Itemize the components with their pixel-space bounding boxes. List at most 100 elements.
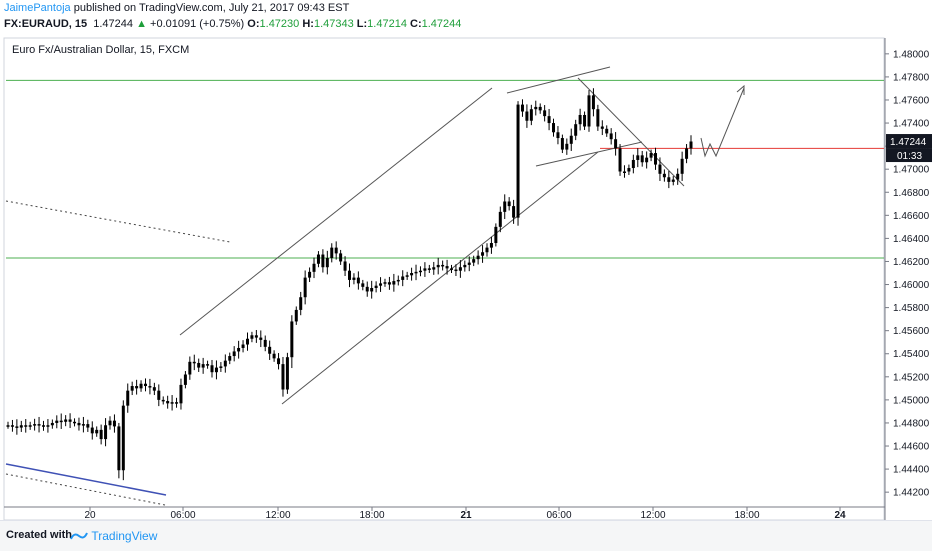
candle bbox=[538, 103, 542, 114]
candle bbox=[450, 264, 454, 273]
candle bbox=[436, 257, 440, 275]
candles-layer bbox=[6, 88, 693, 481]
candle bbox=[28, 421, 32, 430]
tradingview-brand[interactable]: TradingView bbox=[70, 528, 157, 543]
candle bbox=[458, 260, 462, 278]
candle bbox=[560, 134, 564, 154]
candle bbox=[507, 197, 511, 211]
price-tick-label: 1.44800 bbox=[893, 418, 930, 429]
open-value: 1.47230 bbox=[259, 18, 300, 30]
channel-lower-line[interactable] bbox=[281, 151, 599, 405]
candle bbox=[676, 168, 680, 185]
author-link[interactable]: JaimePantoja bbox=[4, 2, 71, 14]
candle bbox=[467, 256, 471, 272]
candle bbox=[325, 250, 329, 275]
candle bbox=[547, 108, 551, 131]
candle bbox=[339, 249, 343, 265]
candle bbox=[587, 90, 591, 132]
candle bbox=[334, 241, 338, 260]
chart-canvas[interactable]: Euro Fx/Australian Dollar, 15, FXCM 1.48… bbox=[0, 0, 932, 520]
downtrend-line[interactable] bbox=[577, 77, 685, 187]
candle bbox=[348, 263, 351, 288]
candle bbox=[605, 125, 609, 137]
price-tick-label: 1.47400 bbox=[893, 119, 930, 130]
price-tick-label: 1.46000 bbox=[893, 280, 930, 291]
candle bbox=[622, 165, 626, 178]
drawing-layer bbox=[5, 66, 884, 506]
candle bbox=[494, 223, 498, 247]
publish-text: published on TradingView.com, July 21, 2… bbox=[70, 2, 350, 14]
current-price-badge bbox=[886, 134, 932, 149]
candle bbox=[649, 149, 653, 162]
candle bbox=[454, 264, 458, 276]
candle bbox=[631, 154, 635, 174]
high-value: 1.47343 bbox=[313, 18, 354, 30]
candle bbox=[206, 360, 210, 369]
candle bbox=[188, 356, 192, 380]
candle bbox=[498, 206, 502, 233]
channel-upper-line[interactable] bbox=[179, 87, 493, 336]
time-tick-label: 12:00 bbox=[265, 510, 290, 520]
candle bbox=[108, 416, 112, 430]
projection-path[interactable] bbox=[700, 87, 745, 158]
wedge-upper-line[interactable] bbox=[506, 66, 611, 94]
price-tick-label: 1.47600 bbox=[893, 95, 930, 106]
price-tick-label: 1.44400 bbox=[893, 465, 930, 476]
time-tick-label: 21 bbox=[460, 510, 472, 520]
candle bbox=[161, 396, 165, 405]
candle bbox=[569, 128, 573, 151]
dotted-support-line[interactable] bbox=[5, 473, 166, 506]
candle bbox=[308, 267, 312, 282]
candle bbox=[259, 330, 263, 348]
price-tick-label: 1.45000 bbox=[893, 395, 930, 406]
candle bbox=[640, 150, 644, 167]
candle bbox=[77, 417, 81, 431]
candle bbox=[356, 271, 360, 290]
candle bbox=[290, 315, 294, 369]
candle bbox=[516, 101, 520, 226]
candle bbox=[219, 362, 223, 372]
projection-arrowhead-icon bbox=[736, 84, 745, 95]
candle bbox=[152, 382, 156, 396]
candle bbox=[55, 415, 59, 429]
candle bbox=[352, 273, 356, 285]
candle bbox=[228, 352, 232, 365]
candle bbox=[627, 164, 631, 175]
price-tick-label: 1.46800 bbox=[893, 188, 930, 199]
candle bbox=[662, 169, 666, 182]
countdown-label: 01:33 bbox=[897, 151, 922, 162]
price-tick-label: 1.46400 bbox=[893, 234, 930, 245]
created-with-text: Created with bbox=[6, 529, 73, 541]
wedge-lower-line[interactable] bbox=[535, 141, 643, 167]
candle bbox=[126, 383, 130, 413]
candle bbox=[600, 120, 604, 136]
blue-support-line[interactable] bbox=[5, 463, 167, 496]
low-value: 1.47214 bbox=[367, 18, 407, 30]
candle bbox=[472, 255, 476, 267]
tradingview-logo-icon bbox=[70, 532, 88, 540]
price-tick-label: 1.45400 bbox=[893, 349, 930, 360]
time-tick-label: 06:00 bbox=[170, 510, 195, 520]
candle bbox=[37, 416, 41, 433]
candle bbox=[64, 415, 68, 427]
candle bbox=[268, 340, 272, 360]
candle bbox=[117, 422, 121, 479]
candle bbox=[410, 267, 414, 281]
candle bbox=[370, 280, 374, 299]
candle bbox=[596, 104, 600, 131]
candle bbox=[41, 420, 45, 431]
low-label: L: bbox=[356, 18, 368, 30]
candle bbox=[232, 346, 236, 362]
candle bbox=[81, 416, 85, 433]
price-tick-label: 1.45800 bbox=[893, 303, 930, 314]
price-tick-label: 1.45200 bbox=[893, 372, 930, 383]
candle bbox=[534, 100, 538, 116]
candle bbox=[525, 104, 529, 128]
candle bbox=[294, 306, 298, 325]
candle bbox=[658, 157, 662, 181]
candle bbox=[10, 419, 14, 432]
candle bbox=[476, 250, 480, 265]
candle bbox=[565, 138, 569, 155]
candle bbox=[361, 279, 365, 291]
candle bbox=[237, 340, 241, 359]
